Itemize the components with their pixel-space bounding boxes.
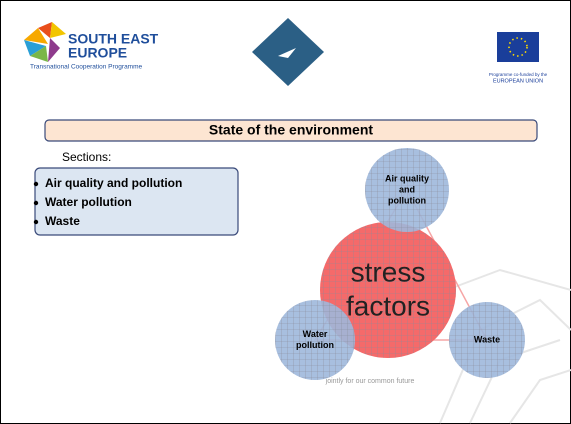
title-bar [44,119,538,142]
node-label: Air quality [385,173,429,183]
eu-text: Programme co-funded by the [489,72,548,77]
diamond-logo [252,18,324,86]
eu-logo: Programme co-funded by the EUROPEAN UNIO… [489,32,548,84]
node-grid [449,302,525,378]
section-item: Air quality and pollution [45,176,182,190]
center-label: factors [346,290,430,321]
tagline: jointly for our common future [325,378,415,385]
node-label: pollution [388,195,426,205]
node-grid [275,300,355,380]
title: State of the environment [209,122,373,138]
bullet [33,181,39,187]
center-label: stress [351,256,426,287]
node-label: Water [303,329,328,339]
logo-text: SOUTH EAST [68,31,159,47]
node-label: Waste [474,334,500,344]
logo-subtitle: Transnational Cooperation Programme [30,64,143,71]
node-label: pollution [296,340,334,350]
section-item: Water pollution [45,195,132,209]
center-grid [320,222,456,358]
node-grid [365,148,449,232]
node-label: and [399,184,415,194]
bullet [33,219,39,225]
sections-label: Sections: [62,150,111,164]
see-logo: SOUTH EAST EUROPE Transnational Cooperat… [24,22,159,71]
eu-text: EUROPEAN UNION [493,78,543,84]
bullet [33,200,39,206]
logo-text: EUROPE [68,45,127,61]
section-item: Waste [45,214,80,228]
